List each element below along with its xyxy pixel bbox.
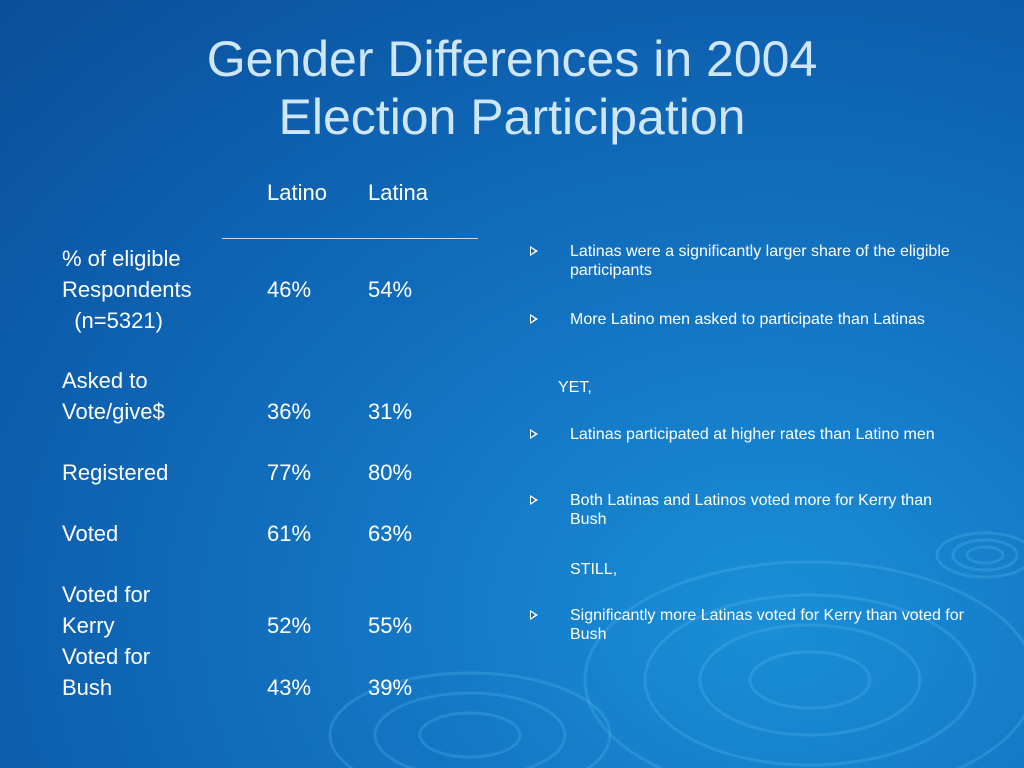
row-label: Asked to [62, 368, 148, 393]
row-label: Respondents [62, 277, 192, 302]
latino-value: 52% [267, 613, 312, 638]
title-line-1: Gender Differences in 2004 [206, 31, 818, 87]
row-label: (n=5321) [62, 308, 163, 333]
latina-value: 55% [368, 613, 413, 638]
latina-value: 54% [368, 277, 413, 302]
latino-value: 46% [267, 277, 312, 302]
slide-title: Gender Differences in 2004 Election Part… [60, 30, 964, 146]
bullet-text: Latinas were a significantly larger shar… [570, 243, 950, 279]
bullet-text: More Latino men asked to participate tha… [570, 311, 925, 328]
column-header-latino: Latino [267, 180, 327, 205]
row-label: Bush [62, 675, 113, 700]
row-label: Vote/give$ [62, 399, 165, 424]
row-label: Voted for [62, 644, 151, 669]
connector-text-still: STILL, [570, 561, 618, 578]
arrow-bullet-icon [530, 610, 538, 620]
latino-value: 43% [267, 675, 312, 700]
column-header-latina: Latina [368, 180, 428, 205]
row-label: Kerry [62, 613, 115, 638]
bullet-text: Both Latinas and Latinos voted more for … [570, 492, 932, 528]
arrow-bullet-icon [530, 314, 538, 324]
row-label: Voted [62, 521, 119, 546]
bullet-text: Significantly more Latinas voted for Ker… [570, 607, 964, 643]
table-header-divider [222, 238, 478, 239]
connector-text-yet: YET, [558, 379, 592, 396]
row-label: Registered [62, 460, 169, 485]
arrow-bullet-icon [530, 429, 538, 439]
title-line-2: Election Participation [278, 89, 746, 145]
row-label: Voted for [62, 582, 151, 607]
latina-value: 80% [368, 460, 413, 485]
latina-value: 63% [368, 521, 413, 546]
row-label: % of eligible [62, 246, 181, 271]
bullet-text: Latinas participated at higher rates tha… [570, 426, 935, 443]
latina-value: 39% [368, 675, 413, 700]
latino-value: 61% [267, 521, 312, 546]
arrow-bullet-icon [530, 246, 538, 256]
latina-value: 31% [368, 399, 413, 424]
arrow-bullet-icon [530, 495, 538, 505]
latino-value: 77% [267, 460, 312, 485]
latino-value: 36% [267, 399, 312, 424]
